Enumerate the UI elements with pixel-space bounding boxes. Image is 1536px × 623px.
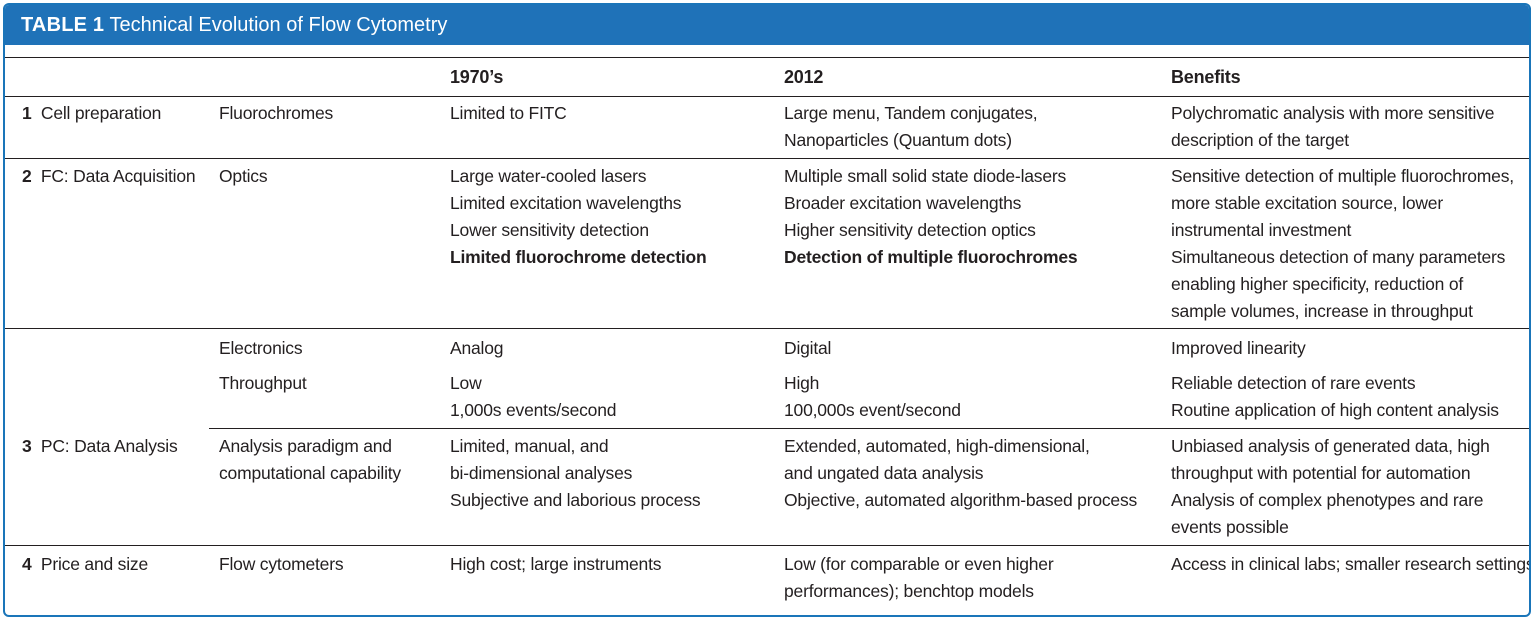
row-2-1970s-emphasis: Limited fluorochrome detection xyxy=(450,247,707,267)
row-4-feature: Throughput xyxy=(219,373,307,393)
row-3-1970s: Analog xyxy=(450,338,504,358)
row-1-stage: 1 Cell preparation xyxy=(22,103,162,123)
row-4-2012: High 100,000s event/second xyxy=(784,373,961,420)
row-1-1970s: Limited to FITC xyxy=(450,103,567,123)
table-title-bar: TABLE 1 Technical Evolution of Flow Cyto… xyxy=(5,5,1529,45)
table-label: TABLE 1 xyxy=(21,14,105,36)
row-1-2012: Large menu, Tandem conjugates, Nanoparti… xyxy=(784,103,1038,150)
row-6-feature: Flow cytometers xyxy=(219,554,344,574)
row-2-feature: Optics xyxy=(219,166,268,186)
row-3-2012: Digital xyxy=(784,338,832,358)
row-4-benefits: Reliable detection of rare events Routin… xyxy=(1171,373,1499,420)
table-title: Technical Evolution of Flow Cytometry xyxy=(109,14,448,36)
header-benefits: Benefits xyxy=(1171,67,1241,87)
row-6-benefits: Access in clinical labs; smaller researc… xyxy=(1171,554,1531,574)
row-6-stage: 4 Price and size xyxy=(22,554,148,574)
row-2-stage: 2 FC: Data Acquisition xyxy=(22,166,196,186)
row-5-2012: Extended, automated, high-dimensional, a… xyxy=(784,436,1138,510)
row-2-1970s: Large water-cooled lasers Limited excita… xyxy=(450,163,707,271)
header-2012: 2012 xyxy=(784,67,824,87)
row-1-benefits: Polychromatic analysis with more sensiti… xyxy=(1171,103,1495,150)
row-2-rule xyxy=(5,328,1529,329)
row-4-1970s: Low 1,000s events/second xyxy=(450,373,617,420)
table-frame: TABLE 1 Technical Evolution of Flow Cyto… xyxy=(3,3,1531,617)
header-bottom-rule xyxy=(5,96,1529,97)
row-3-benefits: Improved linearity xyxy=(1171,338,1306,358)
row-4-rule xyxy=(209,428,1529,429)
header-top-rule xyxy=(5,57,1529,58)
row-6-2012: Low (for comparable or even higher perfo… xyxy=(784,554,1054,601)
row-5-rule xyxy=(5,545,1529,546)
row-2-2012-emphasis: Detection of multiple fluorochromes xyxy=(784,247,1078,267)
row-2-2012: Multiple small solid state diode-lasers … xyxy=(784,163,1078,271)
row-5-1970s: Limited, manual, and bi-dimensional anal… xyxy=(450,436,701,510)
header-1970s: 1970’s xyxy=(450,67,504,87)
row-1-feature: Fluorochromes xyxy=(219,103,334,123)
row-2-benefits: Sensitive detection of multiple fluoroch… xyxy=(1171,166,1514,321)
row-5-benefits: Unbiased analysis of generated data, hig… xyxy=(1171,436,1490,537)
row-1-rule xyxy=(5,158,1529,159)
row-5-feature: Analysis paradigm and computational capa… xyxy=(219,436,401,483)
row-6-1970s: High cost; large instruments xyxy=(450,554,662,574)
row-5-stage: 3 PC: Data Analysis xyxy=(22,436,178,456)
row-3-feature: Electronics xyxy=(219,338,303,358)
